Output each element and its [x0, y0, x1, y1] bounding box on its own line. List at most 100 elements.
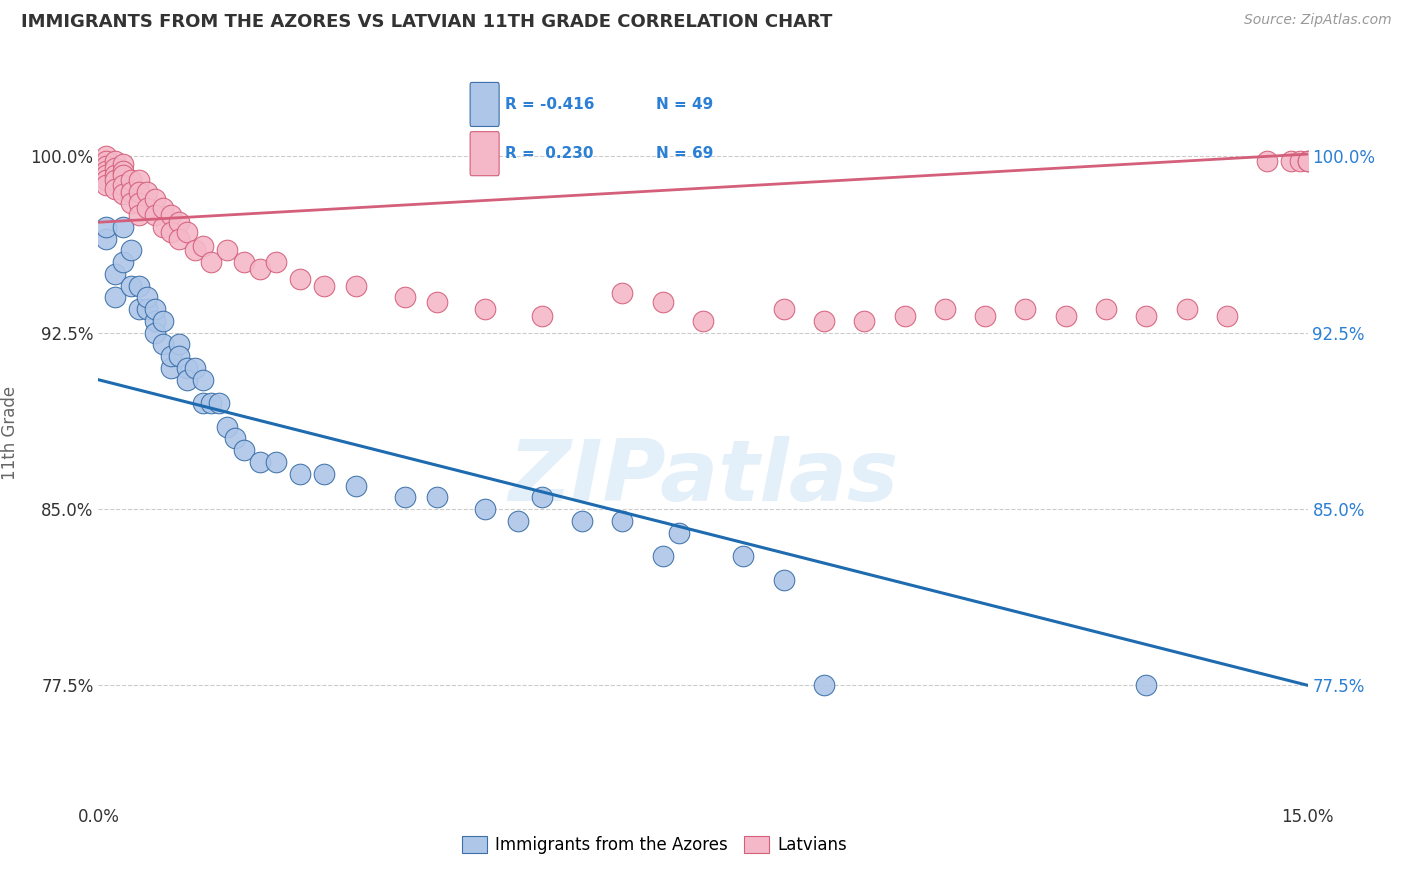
Point [111, 156, 134, 170]
Point [120, 278, 142, 293]
Point [1135, 678, 1157, 692]
Point [344, 478, 367, 492]
Point [426, 490, 449, 504]
Point [506, 514, 529, 528]
Point [1054, 310, 1077, 324]
Point [264, 255, 287, 269]
Point [288, 467, 311, 481]
Point [651, 549, 673, 563]
Point [128, 208, 150, 222]
Point [103, 154, 125, 169]
Point [193, 396, 215, 410]
Point [232, 443, 254, 458]
Point [111, 178, 134, 192]
Point [733, 549, 755, 563]
Point [120, 173, 142, 187]
Point [314, 467, 336, 481]
Point [160, 361, 183, 376]
Text: IMMIGRANTS FROM THE AZORES VS LATVIAN 11TH GRADE CORRELATION CHART: IMMIGRANTS FROM THE AZORES VS LATVIAN 11… [21, 13, 832, 31]
Legend: Immigrants from the Azores, Latvians: Immigrants from the Azores, Latvians [456, 830, 855, 861]
Point [344, 278, 367, 293]
Point [772, 302, 794, 317]
Point [232, 255, 254, 269]
Point [135, 290, 157, 304]
Point [184, 361, 207, 376]
Point [128, 278, 150, 293]
Point [143, 314, 166, 328]
Point [135, 302, 157, 317]
Point [128, 196, 150, 211]
Point [217, 419, 239, 434]
Point [103, 168, 125, 182]
Point [103, 173, 125, 187]
Point [176, 361, 198, 376]
Point [96, 219, 118, 234]
Point [394, 490, 416, 504]
Point [160, 349, 183, 363]
Point [853, 314, 876, 328]
Point [530, 310, 553, 324]
Point [96, 163, 118, 178]
Point [288, 271, 311, 285]
Point [530, 490, 553, 504]
Point [193, 239, 215, 253]
Point [103, 161, 125, 176]
Point [1014, 302, 1036, 317]
Point [1256, 154, 1278, 169]
Point [200, 255, 222, 269]
Point [120, 244, 142, 258]
Point [96, 149, 118, 163]
Point [692, 314, 714, 328]
Point [193, 373, 215, 387]
Point [167, 337, 190, 351]
Point [111, 163, 134, 178]
Point [314, 278, 336, 293]
Point [96, 178, 118, 192]
Point [893, 310, 915, 324]
Y-axis label: 11th Grade: 11th Grade [1, 385, 20, 480]
Point [143, 208, 166, 222]
Point [612, 514, 634, 528]
Point [1288, 154, 1310, 169]
Point [103, 182, 125, 196]
Point [152, 201, 174, 215]
Point [224, 432, 246, 446]
Point [394, 290, 416, 304]
Point [111, 219, 134, 234]
Point [772, 573, 794, 587]
Point [249, 455, 271, 469]
Text: Source: ZipAtlas.com: Source: ZipAtlas.com [1244, 13, 1392, 28]
Point [96, 173, 118, 187]
Point [426, 295, 449, 310]
Point [167, 232, 190, 246]
Point [1296, 154, 1319, 169]
Point [934, 302, 956, 317]
Point [167, 349, 190, 363]
Point [103, 267, 125, 281]
Point [176, 373, 198, 387]
Point [160, 225, 183, 239]
Point [249, 262, 271, 277]
Point [96, 232, 118, 246]
Point [135, 185, 157, 199]
Point [474, 302, 496, 317]
Point [103, 290, 125, 304]
Point [200, 396, 222, 410]
Point [152, 337, 174, 351]
Point [167, 215, 190, 229]
Point [128, 185, 150, 199]
Point [143, 326, 166, 340]
Point [128, 302, 150, 317]
Point [1135, 310, 1157, 324]
Point [1175, 302, 1198, 317]
Point [813, 678, 835, 692]
Point [152, 314, 174, 328]
Point [128, 173, 150, 187]
Point [111, 255, 134, 269]
Point [474, 502, 496, 516]
Point [120, 196, 142, 211]
Point [152, 219, 174, 234]
Point [1281, 154, 1303, 169]
Point [571, 514, 593, 528]
Point [1095, 302, 1118, 317]
